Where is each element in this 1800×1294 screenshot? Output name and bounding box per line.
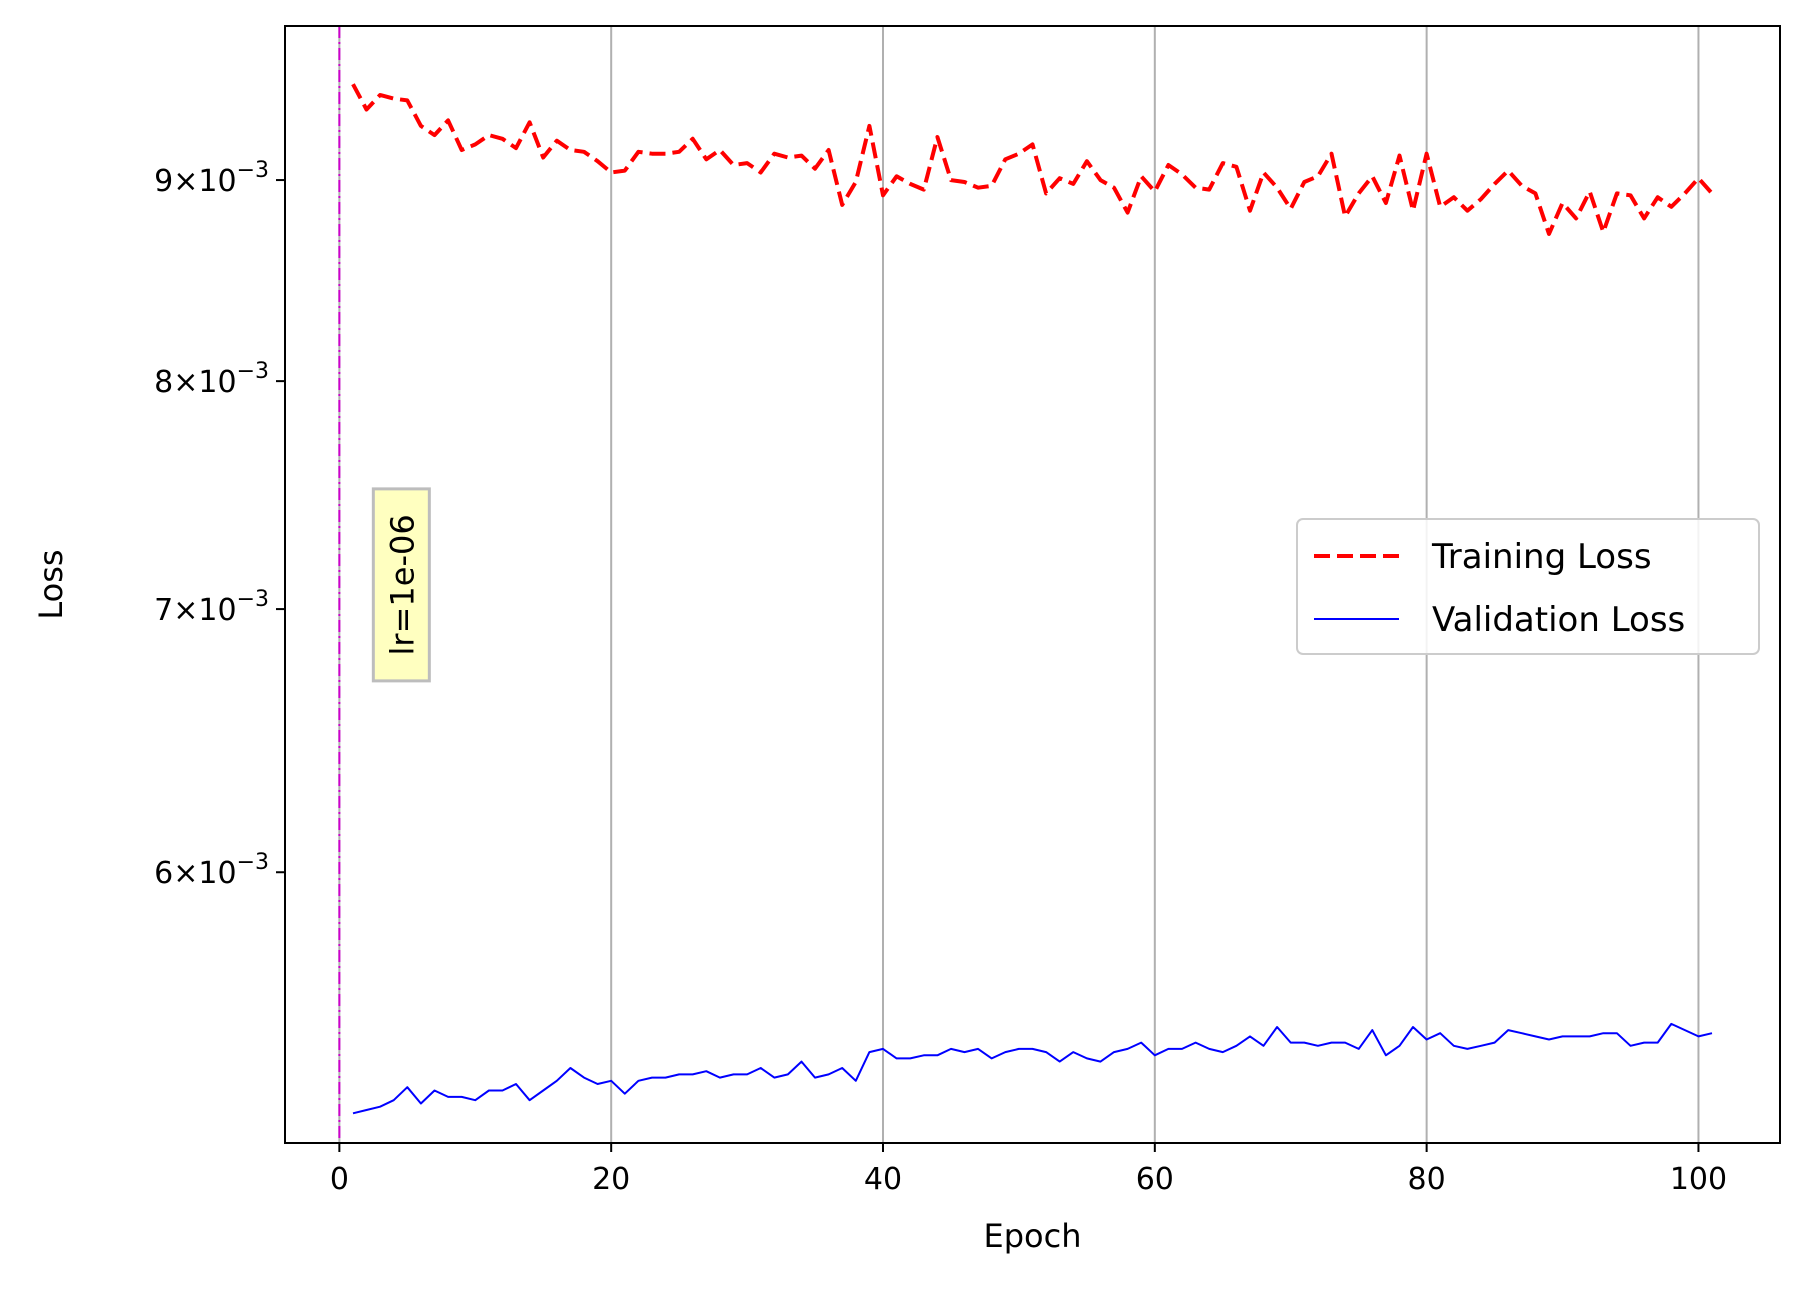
plot-frame	[284, 25, 1781, 1144]
x-tick-label: 100	[1670, 1162, 1727, 1197]
legend-box	[1296, 518, 1760, 655]
legend: Training Loss Validation Loss	[1296, 518, 1760, 655]
x-tick-label: 80	[1408, 1162, 1446, 1197]
legend-label: Validation Loss	[1432, 600, 1685, 640]
legend-label: Training Loss	[1431, 537, 1652, 577]
x-axis: 0 20 40 60 80 100	[330, 1143, 1727, 1197]
x-axis-title: Epoch	[984, 1217, 1082, 1255]
x-tick-label: 60	[1136, 1162, 1174, 1197]
x-tick-label: 40	[864, 1162, 902, 1197]
lr-annotation: lr=1e-06	[371, 487, 431, 683]
x-tick-label: 20	[592, 1162, 630, 1197]
y-tick-label: 6×10−3	[154, 850, 269, 891]
y-axis-title: Loss	[32, 549, 70, 619]
y-tick-label: 9×10−3	[154, 158, 269, 199]
series-lines	[351, 83, 1714, 1115]
y-axis: 6×10−3 7×10−3 8×10−3 9×10−3	[154, 158, 285, 891]
x-tick-label: 0	[330, 1162, 349, 1197]
training-loss-line	[351, 83, 1714, 236]
annotation-box	[371, 487, 431, 683]
y-tick-label: 7×10−3	[154, 587, 269, 628]
annotation-text: lr=1e-06	[383, 514, 421, 655]
y-tick-label: 8×10−3	[154, 359, 269, 400]
validation-loss-line	[352, 1022, 1713, 1115]
